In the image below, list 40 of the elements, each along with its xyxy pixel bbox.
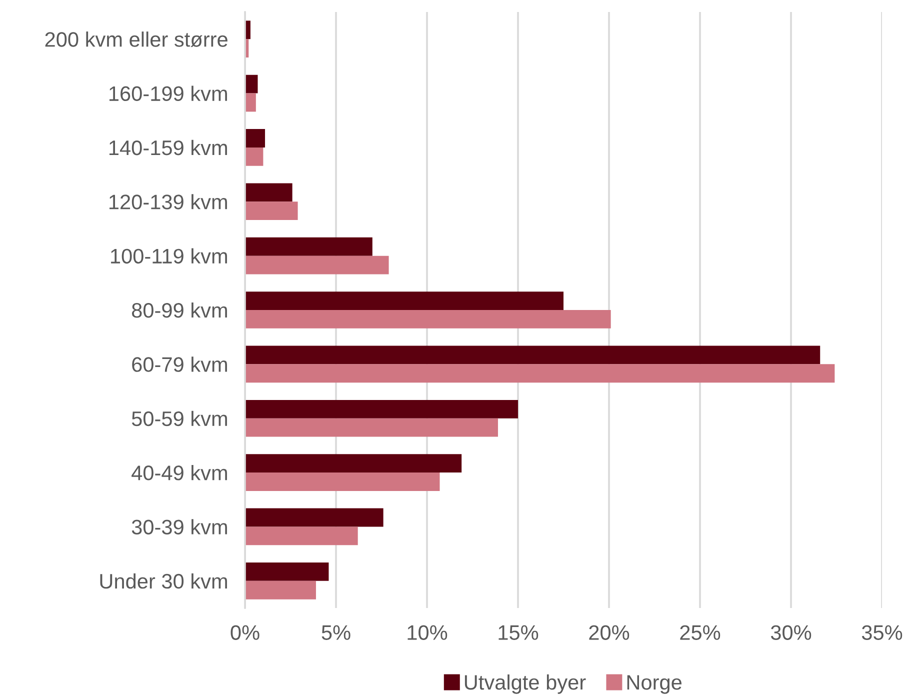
bar [245,400,518,418]
y-tick-label: 30-39 kvm [132,519,227,534]
y-tick-label: 160-199 kvm [110,86,227,102]
bar [245,237,372,256]
y-tick-label: 80-99 kvm [132,302,227,318]
bar [245,454,462,473]
x-tick-label: 5% [322,625,350,640]
y-tick-label: 60-79 kvm [132,356,227,372]
bar [245,418,498,437]
x-tick-label: 35% [862,625,902,640]
legend-label: Norge [627,675,682,694]
bar [245,310,611,328]
bar [245,147,264,166]
x-tick-label: 20% [589,625,630,640]
bar [245,580,316,600]
bar [245,562,329,581]
bar [245,526,358,546]
bar [245,129,266,148]
y-tick-label: 50-59 kvm [132,410,227,426]
y-tick-label: 120-139 kvm [110,194,227,210]
y-tick-label: 40-49 kvm [132,464,227,480]
bar [245,508,384,527]
x-tick-label: 15% [498,625,538,640]
x-tick-label: 30% [770,625,812,640]
bar [245,364,835,383]
bar [245,346,820,364]
x-tick-label: 0% [230,625,260,640]
bar [245,74,258,94]
y-tick-label: Under 30 kvm [100,573,227,589]
y-tick-label: 100-119 kvm [111,248,227,264]
bar [245,183,292,202]
bar [245,292,564,310]
x-tick-label: 25% [680,625,720,640]
y-tick-label: 140-159 kvm [110,140,227,156]
x-tick-label: 10% [408,625,448,640]
bar [245,256,389,274]
bar [245,472,440,491]
legend-label: Utvalgte byer [464,674,586,694]
bar [245,202,298,220]
y-tick-label: 200 kvm eller større [45,32,228,48]
